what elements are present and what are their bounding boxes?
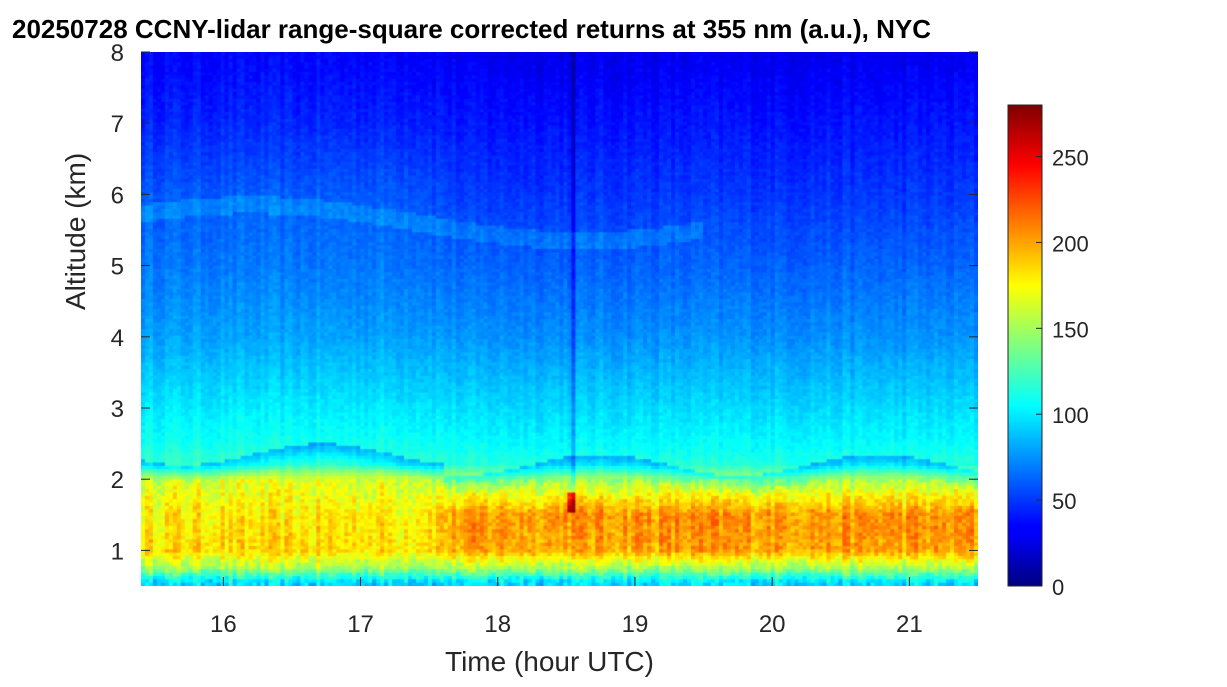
colorbar-tick-label: 200 [1052,231,1089,256]
x-axis-label: Time (hour UTC) [445,646,654,677]
colorbar-tick-label: 50 [1052,489,1076,514]
chart-title: 20250728 CCNY-lidar range-square correct… [12,14,932,44]
x-tick-label: 20 [759,611,786,638]
y-tick-label: 5 [111,254,124,281]
colorbar-tick-label: 0 [1052,575,1064,600]
heatmap-image [141,52,978,586]
x-tick-label: 18 [484,611,511,638]
x-tick-label: 19 [622,611,649,638]
heatmap-area [141,52,978,586]
y-tick-label: 3 [111,396,124,423]
y-tick-label: 2 [111,467,124,494]
colorbar: 0 50 100 150 200 250 [1007,104,1089,600]
y-tick-label: 4 [111,325,124,352]
y-tick-label: 8 [111,40,124,67]
y-tick-label: 1 [111,538,124,565]
x-tick-label: 17 [347,611,374,638]
colorbar-tick-label: 250 [1052,146,1089,171]
colorbar-gradient [1007,104,1043,587]
x-tick-label: 16 [210,611,237,638]
colorbar-tick-label: 150 [1052,317,1089,342]
y-tick-label: 6 [111,182,124,209]
y-tick-label: 7 [111,111,124,138]
colorbar-tick-label: 100 [1052,403,1089,428]
x-tick-label: 21 [896,611,923,638]
